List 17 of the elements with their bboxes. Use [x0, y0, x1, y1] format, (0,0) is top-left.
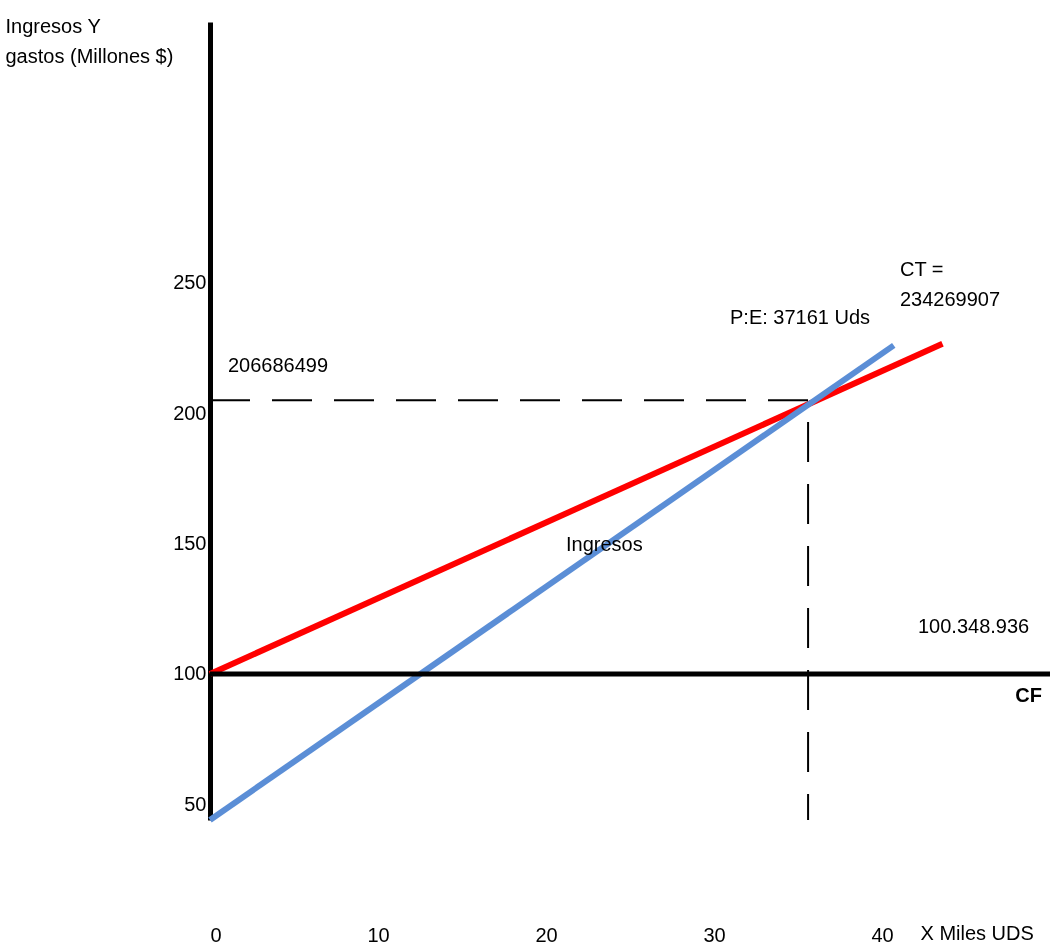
x-tick-label: 0 [210, 923, 222, 946]
x-tick-label: 10 [367, 923, 390, 946]
y-tick-label: 150 [173, 532, 207, 555]
y-axis-title: Ingresos Y gastos (Millones $) [5, 14, 174, 67]
x-tick-label: 20 [535, 923, 558, 946]
annotation: CT = 234269907 [900, 258, 1001, 310]
x-tick-label: 40 [871, 923, 894, 946]
ref-line-label: CF [1015, 683, 1042, 706]
y-tick-label: 250 [173, 271, 207, 294]
annotation: P:E: 37161 Uds [730, 306, 871, 328]
x-tick-label: 30 [703, 923, 726, 946]
y-tick-label: 100 [173, 662, 207, 685]
y-tick-label: 50 [184, 792, 207, 815]
annotation: 100.348.936 [918, 615, 1030, 637]
x-axis-title: X Miles UDS [920, 921, 1034, 944]
annotation: 206686499 [228, 354, 329, 376]
y-tick-label: 200 [173, 401, 207, 424]
